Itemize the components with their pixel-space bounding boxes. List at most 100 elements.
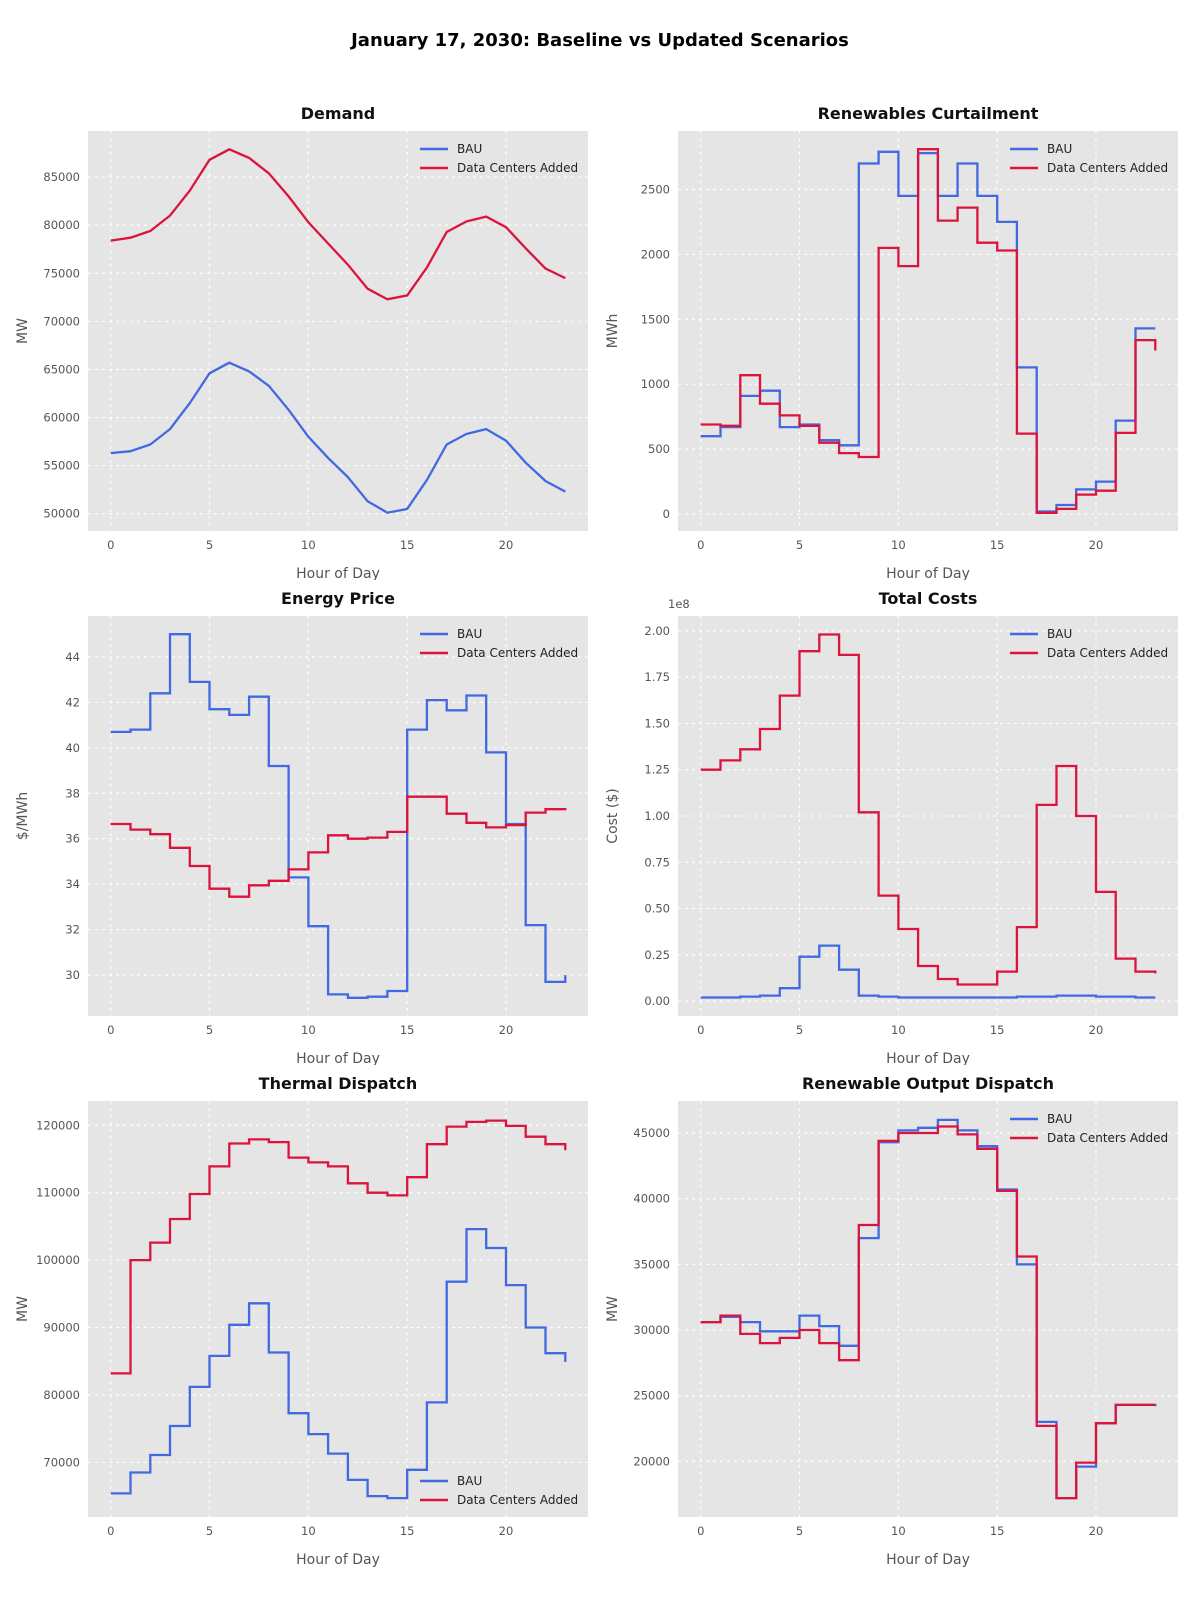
legend-label-bau: BAU bbox=[457, 1474, 482, 1488]
series-dca-line bbox=[110, 1119, 567, 1375]
x-tick-label: 10 bbox=[891, 1524, 906, 1538]
chart-title: Renewable Output Dispatch bbox=[802, 1074, 1054, 1093]
legend: BAU Data Centers Added bbox=[1010, 1112, 1168, 1145]
y-tick-label: 1500 bbox=[641, 312, 670, 326]
y-tick-label: 44 bbox=[65, 650, 80, 664]
chart-title: Thermal Dispatch bbox=[259, 1074, 418, 1093]
x-tick-label: 10 bbox=[891, 538, 906, 552]
y-tick-label: 50000 bbox=[43, 507, 80, 521]
y-tick-label: 55000 bbox=[43, 459, 80, 473]
x-axis-label: Hour of Day bbox=[886, 1552, 970, 1568]
series-bau-line bbox=[110, 633, 567, 999]
legend: BAU Data Centers Added bbox=[420, 142, 578, 175]
x-tick-label: 20 bbox=[499, 538, 514, 552]
y-axis-label: MW bbox=[15, 1296, 31, 1322]
chart-panel-thermal: Thermal Dispatch 0 5 10 15 20 70000 80000 90000 1… bbox=[0, 1065, 600, 1600]
x-tick-label: 10 bbox=[301, 1524, 316, 1538]
chart-title: Demand bbox=[301, 104, 375, 123]
x-tick-label: 10 bbox=[891, 1023, 906, 1037]
legend-label-bau: BAU bbox=[457, 142, 482, 156]
x-tick-label: 15 bbox=[400, 1023, 415, 1037]
y-tick-label: 70000 bbox=[43, 314, 80, 328]
y-axis-label: MW bbox=[605, 1296, 621, 1322]
x-tick-label: 15 bbox=[990, 1524, 1005, 1538]
x-tick-label: 5 bbox=[796, 538, 803, 552]
chart-svg-renewables: Renewable Output Dispatch 0 5 10 15 20 20000 25… bbox=[605, 1074, 1178, 1568]
x-tick-label: 5 bbox=[206, 1524, 213, 1538]
series-bau-line bbox=[700, 944, 1156, 999]
legend-label-dca: Data Centers Added bbox=[457, 161, 578, 175]
y-tick-label: 70000 bbox=[43, 1455, 80, 1469]
y-tick-label: 0 bbox=[663, 507, 670, 521]
series-bau-line bbox=[110, 1227, 567, 1500]
y-tick-label: 80000 bbox=[43, 218, 80, 232]
chart-panel-renewables: Renewable Output Dispatch 0 5 10 15 20 20000 25… bbox=[600, 1065, 1200, 1600]
plot-area bbox=[88, 1101, 588, 1517]
chart-title: Total Costs bbox=[879, 589, 978, 608]
y-tick-label: 80000 bbox=[43, 1388, 80, 1402]
y-axis-label: Cost ($) bbox=[605, 788, 621, 843]
x-tick-label: 20 bbox=[1089, 1023, 1104, 1037]
plot-area bbox=[88, 131, 588, 531]
y-tick-label: 500 bbox=[648, 442, 670, 456]
legend-label-bau: BAU bbox=[1047, 1112, 1072, 1126]
series-dca-line bbox=[700, 1125, 1156, 1500]
y-tick-label: 1.25 bbox=[644, 763, 670, 777]
x-tick-label: 10 bbox=[301, 538, 316, 552]
y-tick-label: 0.75 bbox=[644, 855, 670, 869]
plot-area bbox=[678, 1101, 1178, 1517]
x-axis-label: Hour of Day bbox=[296, 566, 380, 580]
x-tick-label: 20 bbox=[1089, 1524, 1104, 1538]
x-tick-label: 0 bbox=[697, 1524, 704, 1538]
y-tick-label: 1.50 bbox=[644, 716, 670, 730]
x-tick-label: 20 bbox=[499, 1023, 514, 1037]
legend-label-dca: Data Centers Added bbox=[457, 1493, 578, 1507]
y-tick-label: 32 bbox=[65, 923, 80, 937]
x-tick-label: 20 bbox=[499, 1524, 514, 1538]
y-tick-label: 1.00 bbox=[644, 809, 670, 823]
legend-label-bau: BAU bbox=[457, 627, 482, 641]
plot-area bbox=[678, 616, 1178, 1016]
chart-svg-thermal: Thermal Dispatch 0 5 10 15 20 70000 80000 90000 1… bbox=[15, 1074, 588, 1568]
y-tick-label: 2000 bbox=[641, 247, 670, 261]
legend-label-bau: BAU bbox=[1047, 142, 1072, 156]
chart-panel-curtailment: Renewables Curtailment 0 5 10 15 20 0 500 1000 15… bbox=[600, 95, 1200, 580]
chart-svg-costs: Total Costs 0 5 10 15 20 0.00 0.25 0.50 0.75 1.00 1… bbox=[605, 589, 1178, 1065]
y-tick-label: 0.00 bbox=[644, 994, 670, 1008]
y-tick-label: 40000 bbox=[633, 1192, 670, 1206]
legend: BAU Data Centers Added bbox=[1010, 142, 1168, 175]
chart-title: Energy Price bbox=[281, 589, 395, 608]
x-tick-label: 0 bbox=[107, 538, 114, 552]
x-tick-label: 20 bbox=[1089, 538, 1104, 552]
chart-panel-demand: Demand 0 5 10 15 20 50000 55000 60000 65000 70000 7… bbox=[0, 95, 600, 580]
legend-label-bau: BAU bbox=[1047, 627, 1072, 641]
x-tick-label: 0 bbox=[697, 538, 704, 552]
x-tick-label: 15 bbox=[400, 1524, 415, 1538]
series-dca-line bbox=[700, 148, 1157, 514]
figure-title: January 17, 2030: Baseline vs Updated Sc… bbox=[351, 30, 849, 51]
y-tick-label: 25000 bbox=[633, 1389, 670, 1403]
series-dca-line bbox=[700, 633, 1157, 986]
x-tick-label: 5 bbox=[796, 1524, 803, 1538]
y-axis-label: MWh bbox=[605, 314, 621, 349]
y-tick-label: 0.25 bbox=[644, 948, 670, 962]
x-tick-label: 0 bbox=[107, 1023, 114, 1037]
y-tick-label: 30 bbox=[65, 968, 80, 982]
axis-offset-label: 1e8 bbox=[668, 597, 690, 611]
y-tick-label: 35000 bbox=[633, 1257, 670, 1271]
x-tick-label: 15 bbox=[990, 1023, 1005, 1037]
x-tick-label: 0 bbox=[697, 1023, 704, 1037]
y-tick-label: 1000 bbox=[641, 377, 670, 391]
x-tick-label: 15 bbox=[990, 538, 1005, 552]
plot-area bbox=[88, 616, 588, 1016]
plot-area bbox=[678, 131, 1178, 531]
chart-svg-demand: Demand 0 5 10 15 20 50000 55000 60000 65000 70000 7… bbox=[15, 104, 588, 580]
y-tick-label: 45000 bbox=[633, 1126, 670, 1140]
y-tick-label: 20000 bbox=[633, 1454, 670, 1468]
x-tick-label: 15 bbox=[400, 538, 415, 552]
legend-label-dca: Data Centers Added bbox=[457, 646, 578, 660]
legend-label-dca: Data Centers Added bbox=[1047, 646, 1168, 660]
chart-panel-costs: Total Costs 0 5 10 15 20 0.00 0.25 0.50 0.75 1.00 1… bbox=[600, 580, 1200, 1065]
y-tick-label: 2500 bbox=[641, 182, 670, 196]
